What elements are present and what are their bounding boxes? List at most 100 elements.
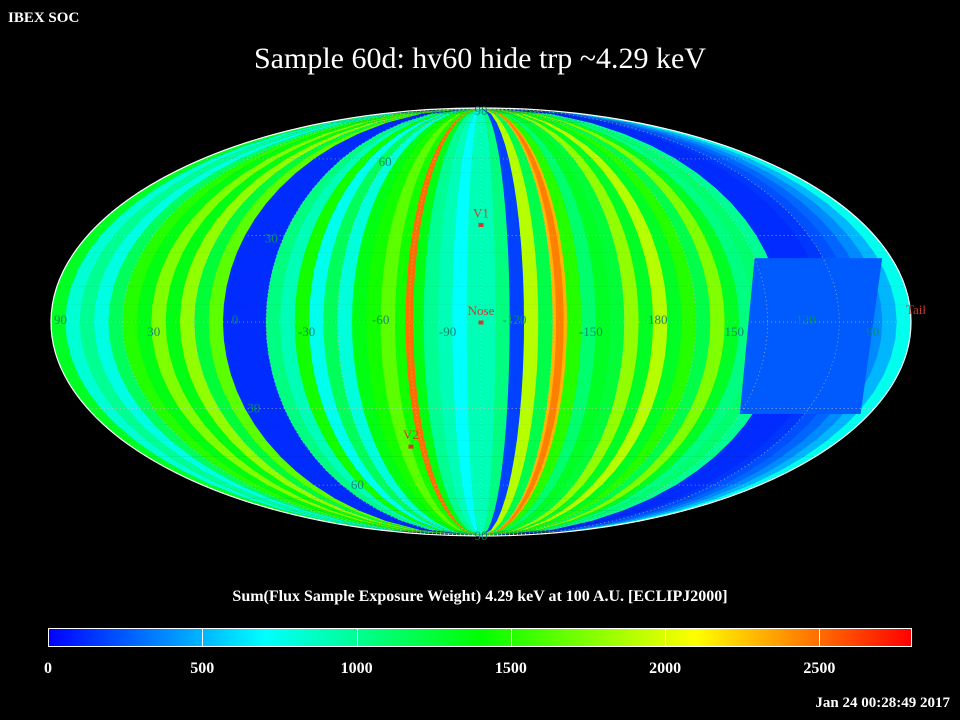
map-cell	[603, 187, 625, 204]
map-cell	[52, 339, 72, 358]
map-cell	[375, 133, 400, 146]
map-cell	[302, 187, 326, 204]
map-cell	[141, 202, 172, 220]
map-cell	[666, 304, 682, 322]
map-cell	[635, 202, 658, 220]
map-cell	[279, 456, 307, 472]
map-cell	[616, 374, 635, 392]
map-cell	[475, 113, 482, 123]
map-cell	[161, 374, 184, 392]
map-cell	[516, 424, 532, 441]
map-cell	[291, 172, 317, 188]
map-cell	[681, 440, 708, 457]
map-cell	[807, 218, 836, 236]
map-cell	[670, 187, 696, 204]
map-cell	[638, 321, 654, 340]
map-cell	[458, 172, 471, 188]
map-cell	[100, 218, 130, 236]
map-cell	[239, 484, 278, 499]
map-cell	[537, 145, 556, 159]
map-cell	[603, 374, 621, 392]
map-cell	[388, 484, 409, 499]
map-cell	[194, 440, 225, 457]
map-cell	[216, 374, 238, 392]
map-cell	[453, 145, 465, 159]
map-cell	[325, 440, 348, 457]
map-cell	[650, 133, 693, 146]
map-cell	[470, 158, 482, 173]
map-cell	[302, 133, 339, 146]
map-cell	[553, 456, 571, 472]
map-cell	[695, 321, 711, 340]
map-cell	[606, 269, 623, 287]
colorbar-divider	[665, 628, 667, 647]
meridian-line	[265, 107, 482, 537]
map-cell	[290, 122, 340, 134]
map-cell	[695, 424, 721, 441]
map-cell	[310, 510, 355, 522]
map-cell	[671, 424, 696, 441]
map-cell	[517, 122, 536, 134]
map-cell	[693, 339, 710, 358]
map-cell	[656, 408, 679, 425]
map-cells	[51, 108, 911, 536]
map-cell	[438, 520, 458, 531]
map-cell	[501, 172, 515, 188]
map-cell	[573, 172, 593, 188]
map-cell	[231, 218, 256, 236]
map-cell	[782, 218, 810, 236]
map-cell	[317, 122, 361, 134]
map-cell	[460, 470, 472, 486]
map-cell	[569, 408, 587, 425]
map-cell	[223, 470, 259, 486]
map-cell	[624, 424, 645, 441]
map-cell	[616, 122, 665, 134]
hot-stripe-cell	[523, 145, 535, 159]
map-cell	[481, 269, 496, 287]
map-cell	[538, 122, 563, 134]
map-cell	[326, 158, 352, 173]
map-cell	[380, 202, 398, 220]
map-cell	[359, 235, 377, 253]
map-cell	[583, 172, 604, 188]
map-cell	[602, 145, 630, 159]
map-cell	[581, 440, 601, 457]
map-cell	[240, 269, 260, 287]
colorbar-tick-label: 1000	[340, 660, 373, 677]
map-cell	[740, 470, 780, 486]
map-cell	[226, 269, 246, 287]
map-cell	[630, 498, 669, 511]
map-cell	[269, 133, 312, 146]
map-cell	[559, 235, 577, 253]
map-cell	[204, 202, 232, 220]
map-cell	[580, 286, 596, 305]
map-cell	[731, 269, 750, 287]
map-cell	[677, 133, 725, 146]
map-cell	[711, 252, 732, 270]
map-cell	[543, 122, 570, 134]
map-cell	[503, 440, 518, 457]
map-cell	[501, 122, 516, 134]
map-cell	[684, 484, 723, 499]
map-cell	[525, 440, 541, 457]
map-cell	[316, 470, 343, 486]
latitude-label: 30	[247, 400, 260, 415]
map-cell	[507, 391, 522, 409]
map-cell	[585, 391, 604, 409]
map-cell	[166, 286, 185, 305]
map-cell	[533, 391, 550, 409]
low-flux-patch	[739, 258, 883, 414]
map-cell	[511, 520, 534, 531]
map-cell	[401, 520, 435, 531]
map-cell	[659, 440, 685, 457]
map-cell	[637, 440, 661, 457]
map-cell	[537, 339, 553, 358]
map-cell	[675, 269, 694, 287]
map-cell	[202, 145, 247, 159]
map-cell	[860, 374, 885, 392]
map-cell	[586, 484, 612, 499]
map-cell	[768, 172, 805, 188]
map-cell	[192, 408, 218, 425]
map-cell	[522, 356, 538, 375]
map-cell	[295, 484, 327, 499]
